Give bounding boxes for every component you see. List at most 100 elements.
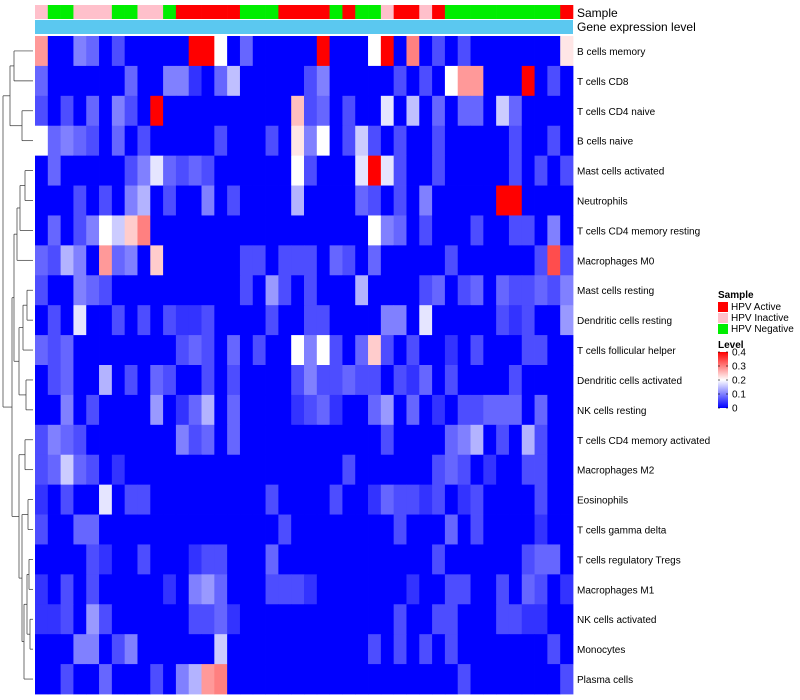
heatmap-cell <box>355 634 369 665</box>
heatmap-cell <box>329 155 343 186</box>
heatmap-cell <box>239 394 254 426</box>
heatmap-cell <box>86 365 100 396</box>
heatmap-cell <box>483 484 497 515</box>
heatmap-cell <box>47 604 62 635</box>
heatmap-cell <box>150 574 164 605</box>
heatmap-cell <box>406 335 420 366</box>
heatmap-cell <box>355 365 369 396</box>
heatmap-cell <box>547 215 561 246</box>
heatmap-cell <box>470 335 484 366</box>
heatmap-cell <box>432 394 446 426</box>
heatmap-cell <box>329 215 343 246</box>
heatmap-cell <box>534 36 548 67</box>
heatmap-cell <box>99 305 113 336</box>
heatmap-cell <box>521 634 535 665</box>
heatmap-cell <box>496 95 510 127</box>
heatmap-cell <box>73 245 87 276</box>
sample-annotation-cell <box>406 5 420 19</box>
heatmap-cell <box>73 664 87 695</box>
level-tick-label: 0 <box>732 404 738 415</box>
heatmap-cell <box>99 245 113 276</box>
heatmap-cell <box>508 424 523 456</box>
heatmap-cell <box>368 185 382 216</box>
heatmap-cell <box>521 185 535 216</box>
heatmap-cell <box>470 185 484 216</box>
heatmap-cell <box>278 185 292 216</box>
heatmap-cell <box>291 275 305 306</box>
heatmap-cell <box>496 305 510 336</box>
heatmap-cell <box>508 215 523 246</box>
heatmap-cell <box>239 365 254 396</box>
heatmap-cell <box>201 424 215 456</box>
heatmap-cell <box>521 394 535 426</box>
row-label: T cells CD4 naive <box>577 107 656 118</box>
heatmap-cell <box>419 215 433 246</box>
heatmap-cell <box>368 574 382 605</box>
heatmap-cell <box>188 664 202 695</box>
heatmap-cell <box>291 634 305 665</box>
heatmap-cell <box>291 544 305 575</box>
row-label: T cells CD4 memory activated <box>577 436 710 447</box>
row-label: T cells follicular helper <box>577 346 676 357</box>
heatmap-cell <box>393 185 407 216</box>
heatmap-cell <box>278 125 292 157</box>
heatmap-cell <box>201 65 215 97</box>
heatmap-cell <box>47 394 62 426</box>
heatmap-cell <box>470 95 484 127</box>
heatmap-cell <box>329 514 343 545</box>
heatmap-cell <box>496 215 510 246</box>
heatmap-cell <box>175 664 190 695</box>
heatmap-cell <box>406 544 420 575</box>
heatmap-cell <box>111 514 126 545</box>
heatmap-cell <box>560 36 574 67</box>
heatmap-cell <box>137 424 151 456</box>
heatmap-cell <box>124 65 138 97</box>
heatmap-cell <box>150 335 164 366</box>
heatmap-cell <box>150 365 164 396</box>
heatmap-cell <box>304 634 318 665</box>
heatmap-cell <box>316 155 331 186</box>
heatmap-cell <box>521 574 535 605</box>
row-label: Dendritic cells activated <box>577 376 682 387</box>
heatmap-cell <box>188 275 202 306</box>
heatmap-cell <box>355 305 369 336</box>
heatmap-cell <box>470 245 484 276</box>
heatmap-cell <box>432 155 446 186</box>
heatmap-cell <box>201 95 215 127</box>
heatmap-cell <box>201 305 215 336</box>
heatmap-cell <box>457 544 471 575</box>
heatmap-cell <box>201 664 215 695</box>
heatmap-cell <box>35 424 49 456</box>
heatmap-cell <box>188 155 202 186</box>
heatmap-cell <box>534 514 548 545</box>
heatmap-cell <box>534 604 548 635</box>
heatmap-cell <box>201 574 215 605</box>
heatmap-cell <box>432 544 446 575</box>
heatmap-cell <box>368 125 382 157</box>
heatmap-cell <box>175 185 190 216</box>
heatmap-cell <box>201 275 215 306</box>
heatmap-cell <box>470 65 484 97</box>
heatmap-cell <box>265 574 279 605</box>
sample-annotation-cell <box>521 5 535 19</box>
heatmap-cell <box>496 574 510 605</box>
heatmap-cell <box>163 36 177 67</box>
heatmap-cell <box>534 544 548 575</box>
heatmap-cell <box>342 215 356 246</box>
heatmap-cell <box>73 514 87 545</box>
heatmap-cell <box>150 634 164 665</box>
heatmap-cell <box>521 65 535 97</box>
heatmap-cell <box>432 125 446 157</box>
heatmap-cell <box>304 365 318 396</box>
heatmap-cell <box>304 95 318 127</box>
heatmap-cell <box>342 634 356 665</box>
heatmap-cell <box>534 484 548 515</box>
heatmap-cell <box>393 454 407 486</box>
heatmap-cell <box>188 95 202 127</box>
heatmap-cell <box>547 544 561 575</box>
heatmap-cell <box>329 275 343 306</box>
heatmap-cell <box>201 36 215 67</box>
heatmap-cell <box>188 484 202 515</box>
heatmap-cell <box>406 65 420 97</box>
heatmap-cell <box>265 664 279 695</box>
